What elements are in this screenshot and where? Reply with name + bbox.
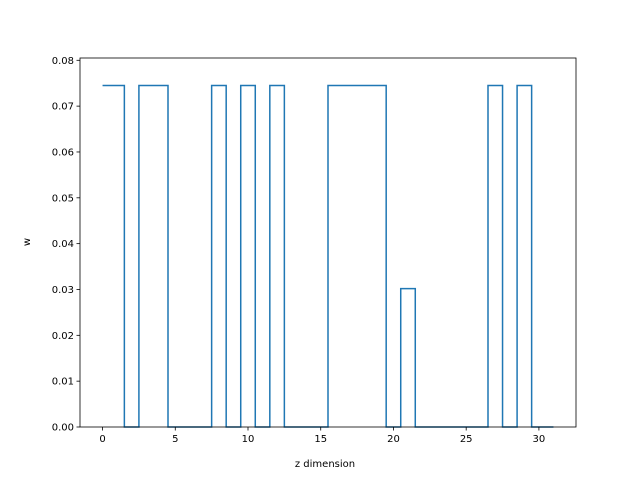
x-tick-label: 5 (172, 434, 178, 445)
y-tick-label: 0.05 (52, 193, 74, 204)
x-axis-label: z dimension (295, 459, 355, 470)
x-tick-label: 30 (533, 434, 546, 445)
y-tick-label: 0.03 (52, 285, 74, 296)
x-tick-label: 25 (460, 434, 473, 445)
y-tick-label: 0.02 (52, 331, 74, 342)
y-tick-label: 0.00 (52, 423, 74, 434)
y-tick-label: 0.08 (52, 56, 74, 67)
x-tick-label: 0 (99, 434, 105, 445)
x-axis-ticks: 0 5 10 15 20 25 30 (99, 427, 545, 445)
y-tick-label: 0.01 (52, 377, 74, 388)
x-tick-label: 10 (242, 434, 255, 445)
y-axis-ticks: 0.00 0.01 0.02 0.03 0.04 0.05 0.06 0.07 0.08 (52, 56, 80, 434)
y-axis-label: w (22, 238, 33, 246)
y-tick-label: 0.07 (52, 102, 74, 113)
y-tick-label: 0.06 (52, 147, 74, 158)
x-tick-label: 15 (314, 434, 327, 445)
x-tick-label: 20 (387, 434, 400, 445)
plot-frame (79, 57, 577, 428)
y-tick-label: 0.04 (52, 239, 74, 250)
